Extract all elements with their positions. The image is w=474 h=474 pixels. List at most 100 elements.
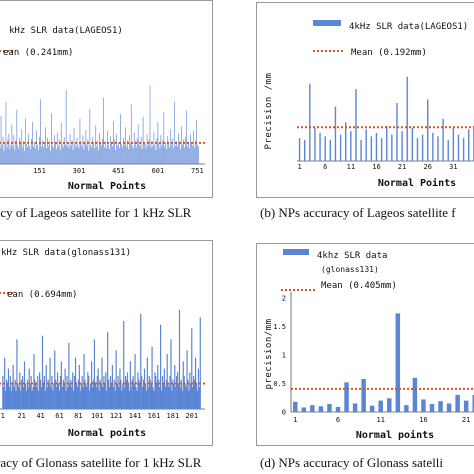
bar <box>106 390 108 409</box>
bar <box>117 145 118 165</box>
bar <box>190 134 191 164</box>
bar <box>66 146 68 164</box>
x-tick-label: 21 <box>398 163 406 171</box>
bar <box>78 148 80 164</box>
bar <box>375 132 378 161</box>
bar <box>149 379 151 409</box>
bar <box>177 146 178 164</box>
bar <box>170 129 172 164</box>
bar <box>140 313 142 409</box>
bar <box>188 142 189 165</box>
bar <box>53 135 55 165</box>
bar <box>26 143 28 165</box>
bar <box>91 361 93 409</box>
bar <box>176 376 178 409</box>
bar <box>133 383 135 409</box>
bar <box>104 147 105 165</box>
bar <box>70 379 72 409</box>
bar <box>96 376 98 409</box>
bar <box>72 150 74 164</box>
bar <box>370 136 373 161</box>
bar <box>167 383 169 409</box>
x-tick-label: 26 <box>424 163 432 171</box>
bar <box>48 145 49 165</box>
bar <box>44 390 46 409</box>
x-tick-label: 301 <box>73 167 86 175</box>
bar <box>126 146 127 164</box>
bar <box>109 376 112 409</box>
x-tick-label: 6 <box>336 416 340 424</box>
bar <box>69 134 71 164</box>
bar <box>39 372 41 409</box>
bar <box>69 383 71 409</box>
bar <box>128 390 130 409</box>
bar <box>40 387 43 409</box>
bar <box>129 361 131 409</box>
bar <box>181 390 183 409</box>
bar <box>114 139 115 164</box>
bar <box>123 137 124 164</box>
bar <box>62 379 64 409</box>
bar <box>98 150 100 164</box>
bar <box>164 387 166 409</box>
bar <box>135 387 137 409</box>
legend-series-label: kHz SLR data(LAGEOS1) <box>9 26 123 36</box>
y-tick-label: 0.5 <box>273 380 286 388</box>
bar <box>148 376 150 409</box>
bar <box>421 399 426 412</box>
bar <box>120 114 121 165</box>
bar <box>76 137 78 164</box>
bar <box>89 108 91 165</box>
bar <box>121 143 122 165</box>
bar <box>136 390 138 409</box>
bar <box>100 383 102 409</box>
bar <box>83 354 85 409</box>
x-axis-label: Normal points <box>356 429 434 441</box>
bar <box>162 383 165 409</box>
bar <box>131 145 133 165</box>
x-tick-label: 31 <box>449 163 457 171</box>
bar <box>68 343 70 409</box>
bar <box>438 401 443 412</box>
bar <box>5 379 8 409</box>
bar <box>11 124 13 165</box>
bar <box>350 131 352 161</box>
bar <box>80 141 82 164</box>
bar <box>369 405 375 412</box>
bar <box>37 144 38 164</box>
bar <box>107 332 109 409</box>
bar <box>111 143 112 164</box>
bar <box>62 147 64 165</box>
bar <box>145 148 147 164</box>
bar <box>63 136 65 165</box>
bar <box>411 127 414 161</box>
x-tick-label: 1 <box>297 163 301 171</box>
bar <box>95 387 97 409</box>
bar <box>24 383 27 409</box>
bar <box>88 150 90 165</box>
bar <box>177 372 179 409</box>
x-axis-label: Normal Points <box>68 180 146 192</box>
legend-series-swatch <box>313 20 341 26</box>
bar <box>196 390 199 409</box>
x-tick-label: 21 <box>462 416 470 424</box>
bar <box>468 129 470 161</box>
bar <box>147 145 149 165</box>
bar <box>34 142 35 165</box>
bar <box>5 101 7 165</box>
bar <box>70 145 72 165</box>
bar <box>110 383 113 409</box>
bar <box>149 85 151 164</box>
bar <box>406 76 408 161</box>
bar <box>72 372 74 409</box>
bar <box>58 139 60 164</box>
bar <box>154 372 156 409</box>
bar <box>9 376 11 409</box>
bar <box>29 383 31 409</box>
bar <box>142 387 144 409</box>
bar <box>185 136 186 165</box>
bar <box>61 387 63 409</box>
bar <box>457 134 460 161</box>
bar <box>76 387 79 409</box>
bar <box>108 144 109 164</box>
